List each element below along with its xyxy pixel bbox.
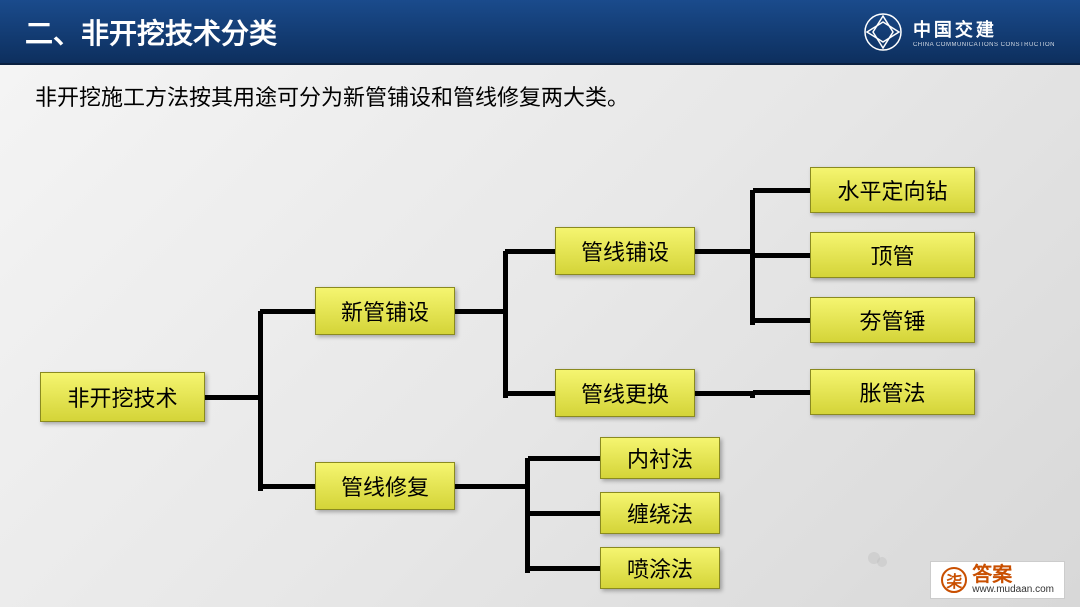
- tree-node-n2: 管线修复: [315, 462, 455, 510]
- connector: [753, 253, 811, 258]
- tree-node-n2b: 缠绕法: [600, 492, 720, 534]
- wechat-watermark: [866, 548, 890, 572]
- tree-node-l3: 夯管锤: [810, 297, 975, 343]
- daan-logo-icon: 㭍: [941, 567, 967, 593]
- company-name: 中国交建: [913, 16, 1055, 42]
- tree-node-n1: 新管铺设: [315, 287, 455, 335]
- connector: [455, 309, 505, 314]
- tree-node-l1: 水平定向钻: [810, 167, 975, 213]
- connector: [695, 391, 753, 396]
- connector: [260, 484, 315, 489]
- logo-text: 中国交建 CHINA COMMUNICATIONS CONSTRUCTION: [913, 16, 1055, 48]
- connector: [455, 484, 528, 489]
- slide-title: 二、非开挖技术分类: [25, 12, 277, 52]
- connector: [528, 566, 601, 571]
- slide-header: 二、非开挖技术分类 中国交建 CHINA COMMUNICATIONS CONS…: [0, 0, 1080, 65]
- daan-text-block: 答案 www.mudaan.com: [972, 565, 1054, 595]
- tree-node-l4: 胀管法: [810, 369, 975, 415]
- connector: [258, 311, 263, 491]
- connector: [695, 249, 753, 254]
- daan-watermark: 㭍 答案 www.mudaan.com: [930, 561, 1065, 599]
- daan-title: 答案: [972, 565, 1054, 585]
- connector: [753, 390, 811, 395]
- tree-node-n2c: 喷涂法: [600, 547, 720, 589]
- connector: [505, 249, 555, 254]
- tree-node-n2a: 内衬法: [600, 437, 720, 479]
- tree-node-n1a: 管线铺设: [555, 227, 695, 275]
- tree-node-root: 非开挖技术: [40, 372, 205, 422]
- connector: [505, 391, 555, 396]
- connector: [528, 511, 601, 516]
- connector: [503, 251, 508, 398]
- company-name-en: CHINA COMMUNICATIONS CONSTRUCTION: [913, 42, 1055, 48]
- company-logo: 中国交建 CHINA COMMUNICATIONS CONSTRUCTION: [863, 12, 1055, 52]
- connector: [525, 458, 530, 573]
- connector: [753, 318, 811, 323]
- tree-diagram: 非开挖技术 新管铺设管线修复 管线铺设管线更换内衬法缠绕法喷涂法 水平定向钻顶管夯管锤…: [0, 117, 1080, 597]
- slide-subtitle: 非开挖施工方法按其用途可分为新管铺设和管线修复两大类。: [0, 65, 1080, 117]
- connector: [753, 188, 811, 193]
- tree-node-n1b: 管线更换: [555, 369, 695, 417]
- connector: [528, 456, 601, 461]
- wechat-icon: [866, 548, 890, 572]
- connector: [205, 395, 260, 400]
- connector: [750, 190, 755, 325]
- connector: [260, 309, 315, 314]
- tree-node-l2: 顶管: [810, 232, 975, 278]
- daan-url: www.mudaan.com: [972, 585, 1054, 595]
- logo-icon: [863, 12, 903, 52]
